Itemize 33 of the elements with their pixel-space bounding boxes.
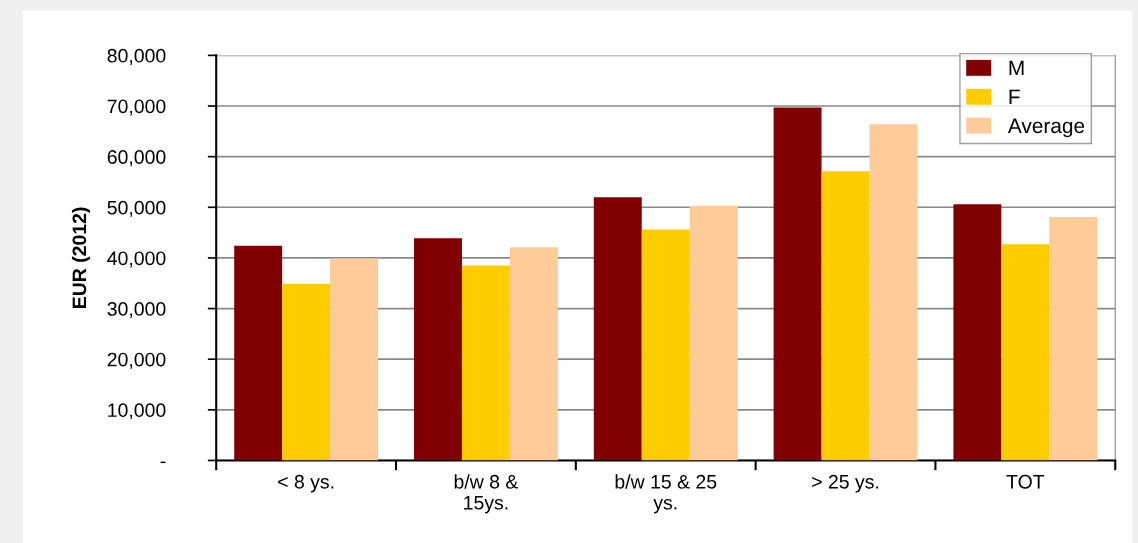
bar bbox=[330, 258, 379, 461]
bar bbox=[953, 204, 1002, 461]
y-tick-label: 50,000 bbox=[107, 200, 166, 217]
y-tick-label: - bbox=[160, 461, 166, 464]
bar bbox=[1049, 216, 1098, 461]
bar bbox=[1001, 244, 1050, 461]
x-tick-label: TOT bbox=[1006, 474, 1045, 489]
y-tick-label: 70,000 bbox=[107, 99, 166, 116]
x-tick-label: b/w 15 & 25 ys. bbox=[615, 474, 717, 514]
legend-label: M bbox=[1009, 60, 1024, 76]
bar bbox=[641, 229, 690, 461]
bar bbox=[509, 247, 558, 461]
y-tick-label: 80,000 bbox=[107, 48, 166, 65]
bar bbox=[414, 238, 462, 461]
bar bbox=[593, 197, 642, 461]
bar bbox=[821, 171, 870, 461]
bar bbox=[234, 245, 283, 461]
y-tick-label: 40,000 bbox=[107, 251, 166, 268]
y-tick-label: 10,000 bbox=[108, 403, 166, 420]
y-tick-label: 60,000 bbox=[107, 150, 166, 167]
bar bbox=[461, 265, 510, 461]
y-tick-label: 30,000 bbox=[107, 302, 166, 319]
legend-label: Average bbox=[1007, 118, 1085, 138]
x-tick-label: > 25 ys. bbox=[812, 474, 879, 493]
bar bbox=[689, 205, 738, 461]
legend-label: F bbox=[1009, 89, 1020, 105]
bar bbox=[869, 124, 918, 461]
bar bbox=[282, 283, 331, 461]
x-tick-label: b/w 8 & 15ys. bbox=[454, 474, 519, 514]
x-tick-label: < 8 ys. bbox=[278, 474, 334, 493]
bar bbox=[773, 107, 822, 461]
y-tick-label: 20,000 bbox=[107, 352, 166, 369]
y-axis-title: EUR (2012) bbox=[71, 207, 91, 308]
